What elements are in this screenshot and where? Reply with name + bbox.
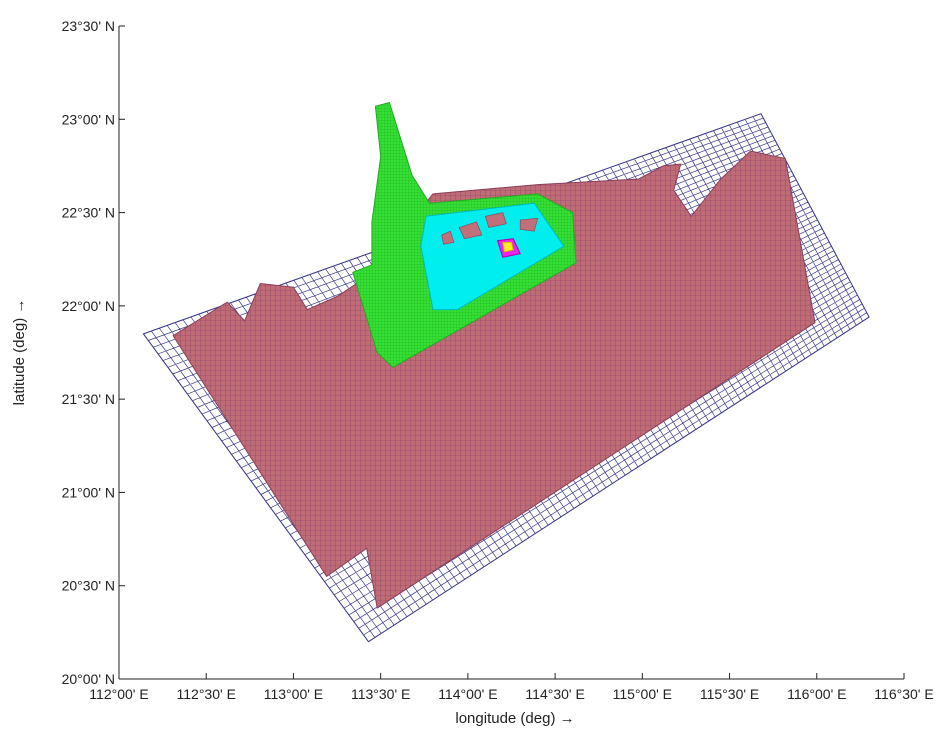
x-tick-label: 113°30' E: [351, 686, 410, 702]
island-patch: [519, 217, 539, 232]
model-domains: [142, 101, 870, 643]
x-tick-label: 114°30' E: [525, 686, 584, 702]
y-tick-label: 20°00' N: [62, 671, 115, 687]
finest-domain-core: [502, 241, 514, 253]
x-axis-label: longitude (deg) →: [455, 710, 574, 727]
y-tick-label: 23°00' N: [62, 111, 115, 127]
coarse-domain: [172, 150, 816, 609]
x-tick-label: 114°00' E: [438, 686, 497, 702]
y-tick-label: 21°30' N: [62, 391, 115, 407]
y-tick-label: 21°00' N: [62, 484, 115, 500]
x-tick-label: 116°00' E: [787, 686, 846, 702]
x-tick-label: 115°00' E: [613, 686, 672, 702]
x-tick-label: 113°00' E: [264, 686, 323, 702]
x-tick-label: 116°30' E: [874, 686, 933, 702]
x-tick-label: 112°00' E: [89, 686, 148, 702]
y-tick-label: 20°30' N: [62, 578, 115, 594]
y-tick-label: 22°30' N: [62, 205, 115, 221]
island-patch: [441, 230, 455, 245]
island-patch: [484, 212, 507, 228]
x-tick-label: 115°30' E: [700, 686, 759, 702]
y-axis-label: latitude (deg) →: [11, 299, 28, 406]
y-axis-ticks: 20°00' N 20°30' N 21°00' N 21°30' N 22°00' N…: [62, 18, 125, 687]
island-patch: [458, 221, 483, 240]
x-axis-ticks: 112°00' E 112°30' E 113°00' E 113°30' E 114°…: [89, 673, 934, 702]
x-tick-label: 112°30' E: [177, 686, 236, 702]
y-tick-label: 22°00' N: [62, 298, 115, 314]
y-tick-label: 23°30' N: [62, 18, 115, 34]
